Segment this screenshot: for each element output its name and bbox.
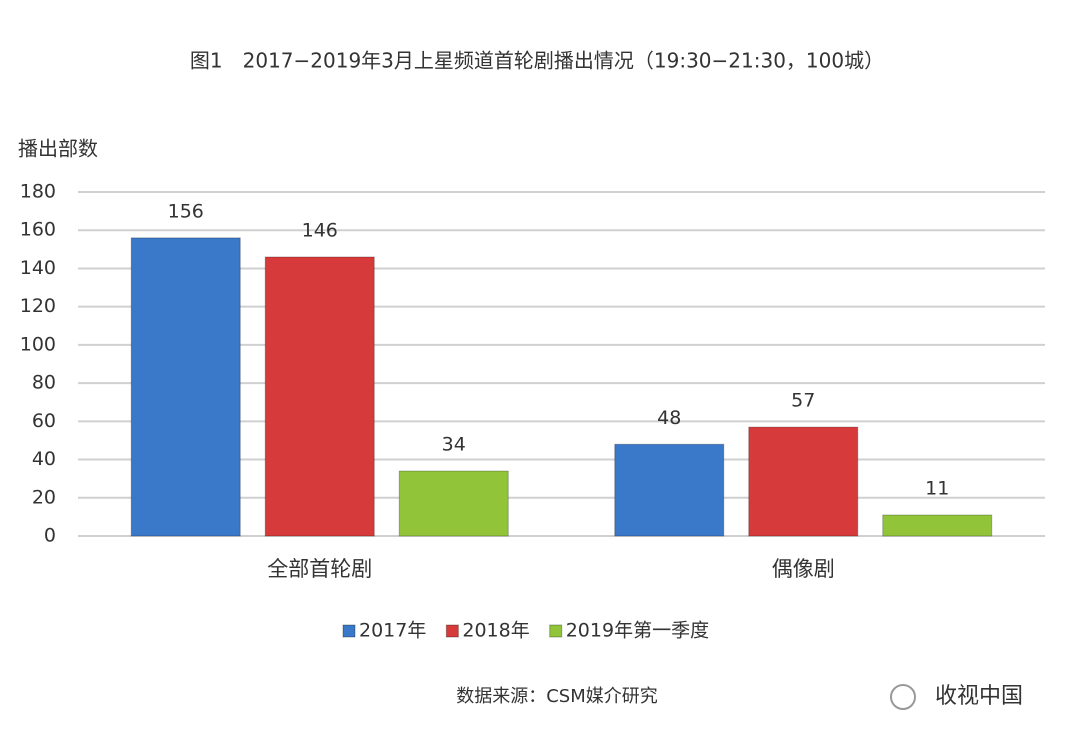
y-tick-label: 60 [32,410,56,432]
watermark: 收视中国 [890,684,1023,710]
y-tick-label: 180 [20,181,56,203]
y-tick-label: 160 [20,219,56,241]
y-axis-label: 播出部数 [18,137,98,161]
data-label: 57 [791,390,815,412]
bar [130,237,241,537]
bar [882,514,993,537]
y-tick-label: 140 [20,257,56,279]
data-label: 156 [168,200,204,222]
data-label: 146 [302,219,338,241]
legend-label: 2018年 [462,620,529,642]
x-tick-label: 全部首轮剧 [267,557,372,581]
watermark-icon [890,684,916,710]
bar [748,426,859,537]
source-note: 数据来源：CSM媒介研究 [456,686,658,707]
x-tick-label: 偶像剧 [772,557,835,581]
legend-swatch [549,624,563,638]
legend-label: 2019年第一季度 [566,620,709,642]
watermark-text: 收视中国 [935,684,1023,709]
bar [264,256,375,537]
y-tick-label: 0 [44,525,56,547]
data-label: 11 [925,477,949,499]
legend-swatch [342,624,356,638]
y-tick-label: 20 [32,486,56,508]
y-tick-label: 120 [20,295,56,317]
y-tick-label: 40 [32,448,56,470]
y-tick-label: 80 [32,372,56,394]
y-tick-label: 100 [20,333,56,355]
legend-swatch [445,624,459,638]
bar [398,470,509,537]
bar [614,443,725,537]
chart-title: 图1 2017−2019年3月上星频道首轮剧播出情况（19:30−21:30，1… [190,49,884,73]
data-label: 48 [657,407,681,429]
data-label: 34 [442,434,466,456]
legend-label: 2017年 [359,620,426,642]
